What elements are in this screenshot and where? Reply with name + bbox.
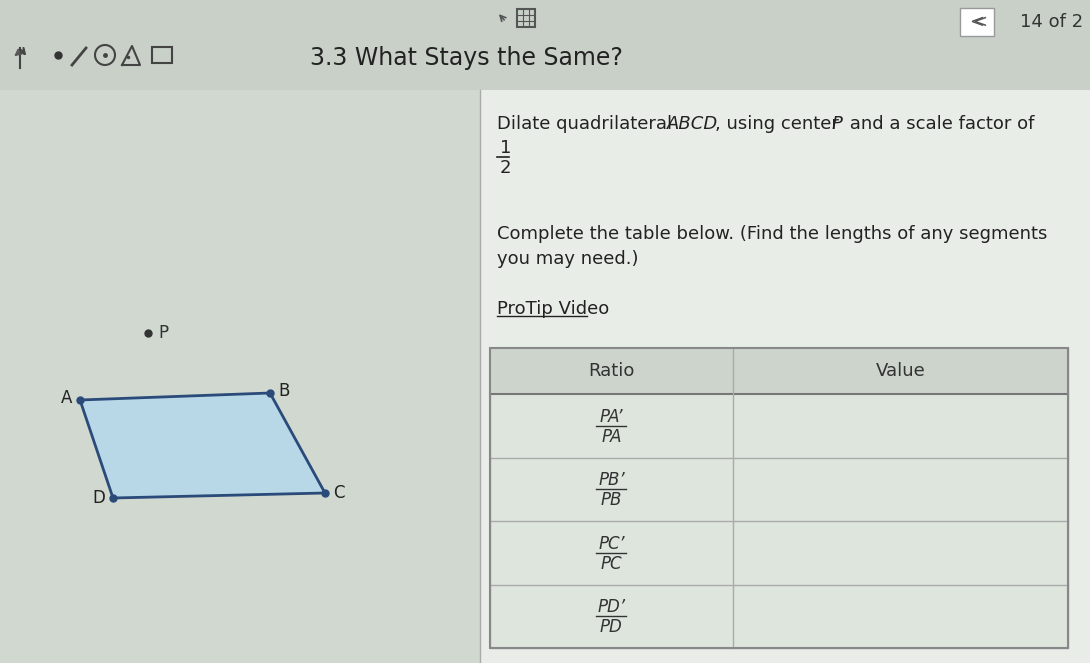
Bar [517, 9, 535, 27]
Text: PB: PB [601, 491, 622, 509]
Text: Ratio: Ratio [589, 362, 634, 380]
Text: and a scale factor of: and a scale factor of [844, 115, 1034, 133]
Text: P: P [158, 324, 168, 342]
Text: 2: 2 [500, 159, 511, 177]
Text: Complete the table below. (Find the lengths of any segments: Complete the table below. (Find the leng… [497, 225, 1047, 243]
Text: ProTip Video: ProTip Video [497, 300, 609, 318]
Text: , using center: , using center [715, 115, 845, 133]
Bar [0, 0, 1090, 90]
Bar [480, 90, 1090, 663]
Bar [0, 90, 480, 663]
Text: 1: 1 [500, 139, 511, 157]
Bar [152, 47, 172, 63]
Text: PA’: PA’ [600, 408, 623, 426]
Text: P: P [832, 115, 843, 133]
Text: ABCD: ABCD [667, 115, 718, 133]
FancyBboxPatch shape [960, 8, 994, 36]
Text: B: B [278, 382, 289, 400]
Text: <: < [969, 13, 984, 31]
Text: 3.3 What Stays the Same?: 3.3 What Stays the Same? [310, 46, 622, 70]
Text: PB’: PB’ [598, 471, 625, 489]
Text: C: C [334, 484, 344, 502]
Text: PD’: PD’ [597, 598, 626, 616]
Bar [490, 348, 1068, 394]
Bar [490, 348, 1068, 648]
Text: PA: PA [601, 428, 621, 446]
Text: <: < [972, 13, 988, 31]
Text: you may need.): you may need.) [497, 250, 639, 268]
Text: 14 of 2: 14 of 2 [1020, 13, 1083, 31]
Text: PD: PD [600, 619, 622, 636]
Text: A: A [61, 389, 72, 407]
Text: Dilate quadrilateral: Dilate quadrilateral [497, 115, 678, 133]
Text: Value: Value [875, 362, 925, 380]
Text: PC: PC [601, 555, 622, 573]
Polygon shape [80, 393, 325, 498]
Text: D: D [93, 489, 105, 507]
Bar [490, 348, 1068, 648]
Text: PC’: PC’ [598, 535, 625, 553]
